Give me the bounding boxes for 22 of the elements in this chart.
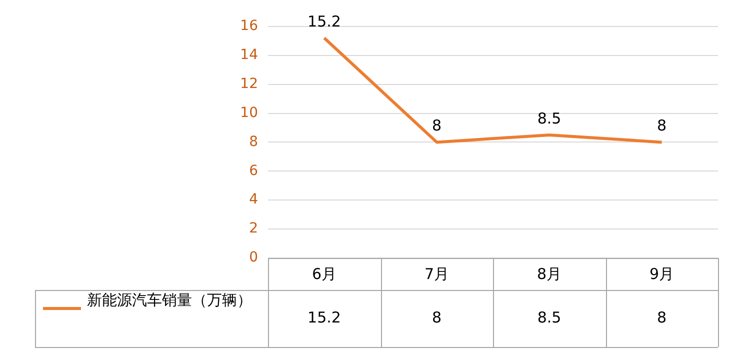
y-tick-label: 4 (249, 192, 258, 208)
y-tick-label: 0 (249, 250, 258, 266)
y-tick-label: 16 (240, 18, 258, 34)
y-tick-label: 12 (240, 76, 258, 92)
legend-label: 新能源汽车销量（万辆） (87, 290, 252, 309)
data-label: 8 (432, 308, 442, 326)
y-tick-label: 6 (249, 162, 258, 179)
annotation: 15.2 (308, 12, 341, 30)
annotation: 8 (656, 116, 667, 135)
y-tick-label: 10 (240, 104, 258, 121)
data-label: 8 (656, 308, 667, 326)
x-tick-label: 8月 (536, 264, 562, 283)
annotation: 8.5 (537, 109, 562, 128)
x-tick-label: 7月 (424, 264, 450, 283)
y-tick-label: 14 (240, 46, 258, 63)
annotation: 8 (432, 116, 442, 135)
x-tick-label: 9月 (649, 264, 674, 283)
y-tick-label: 2 (249, 220, 258, 237)
x-tick-label: 6月 (312, 264, 337, 283)
y-tick-label: 8 (249, 134, 258, 150)
data-label: 15.2 (308, 308, 341, 326)
data-label: 8.5 (537, 308, 562, 326)
